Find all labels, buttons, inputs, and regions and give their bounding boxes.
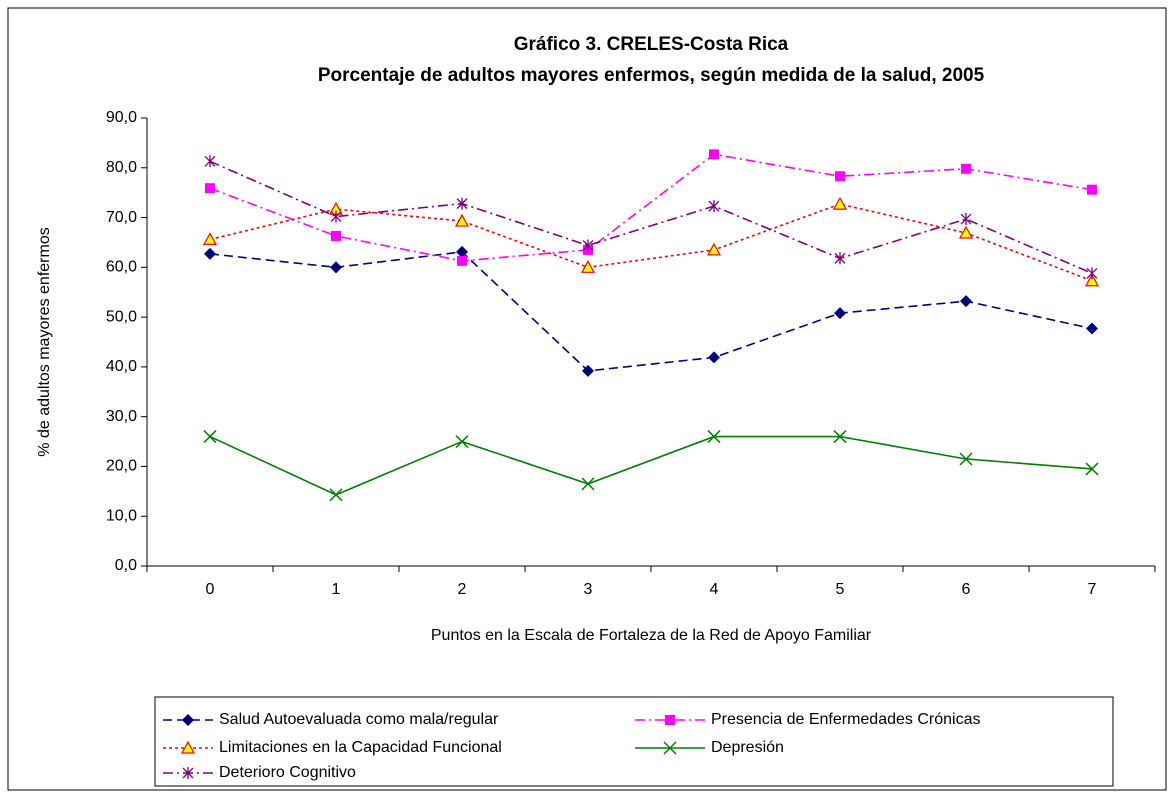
marker <box>960 213 972 226</box>
marker <box>835 171 845 182</box>
marker <box>456 197 468 210</box>
marker <box>959 452 973 466</box>
series-line <box>209 153 1093 262</box>
marker <box>580 260 596 273</box>
marker <box>834 307 846 320</box>
marker <box>834 252 846 265</box>
series-line <box>209 160 1093 275</box>
legend-label: Limitaciones en la Capacidad Funcional <box>219 739 502 756</box>
x-tick-label: 2 <box>458 581 467 598</box>
y-tick-label: 90,0 <box>106 109 137 126</box>
marker <box>708 200 720 213</box>
marker <box>330 210 342 223</box>
marker <box>456 245 468 258</box>
marker <box>329 488 343 502</box>
marker <box>455 435 469 449</box>
y-tick-label: 0,0 <box>115 557 137 574</box>
marker <box>708 351 720 364</box>
y-tick-label: 60,0 <box>106 259 137 276</box>
chart-title: Gráfico 3. CRELES-Costa Rica <box>514 34 789 55</box>
legend-label: Depresión <box>711 739 784 756</box>
marker <box>961 163 971 174</box>
marker <box>960 295 972 308</box>
chart-subtitle: Porcentaje de adultos mayores enfermos, … <box>318 65 985 86</box>
x-tick-label: 6 <box>962 581 971 598</box>
marker <box>454 213 470 227</box>
marker <box>1087 184 1097 195</box>
y-tick-label: 40,0 <box>106 358 137 375</box>
marker <box>832 196 848 210</box>
y-tick-label: 70,0 <box>106 209 137 226</box>
marker <box>958 225 974 239</box>
x-tick-label: 0 <box>206 581 215 598</box>
marker <box>457 255 467 266</box>
y-tick-label: 20,0 <box>106 458 137 475</box>
marker <box>204 247 216 260</box>
x-tick-label: 3 <box>584 581 593 598</box>
x-tick-label: 7 <box>1088 581 1097 598</box>
marker <box>1084 273 1100 287</box>
marker <box>180 740 196 754</box>
legend-label: Deterioro Cognitivo <box>219 764 356 781</box>
y-tick-label: 50,0 <box>106 308 137 325</box>
x-tick-label: 4 <box>710 581 719 598</box>
marker <box>581 477 595 491</box>
marker <box>331 230 341 241</box>
x-tick-label: 5 <box>836 581 845 598</box>
marker <box>582 239 594 252</box>
marker <box>582 364 594 377</box>
marker <box>665 715 675 725</box>
marker <box>706 242 722 256</box>
chart-border <box>7 7 1167 791</box>
marker <box>204 155 216 168</box>
x-tick-label: 1 <box>332 581 341 598</box>
y-tick-label: 30,0 <box>106 408 137 425</box>
marker <box>1086 322 1098 335</box>
y-tick-label: 10,0 <box>106 507 137 524</box>
legend-label: Presencia de Enfermedades Crónicas <box>711 711 980 728</box>
legend-box <box>154 696 1114 787</box>
marker <box>182 714 194 726</box>
marker <box>1085 462 1099 476</box>
y-axis-title: % de adultos mayores enfermos <box>36 227 53 456</box>
marker <box>182 767 194 779</box>
series-line <box>209 251 1093 372</box>
series-line <box>209 435 1093 496</box>
marker <box>833 430 847 444</box>
marker <box>202 232 218 246</box>
series-line <box>209 203 1093 282</box>
x-axis-title: Puntos en la Escala de Fortaleza de la R… <box>431 627 872 644</box>
marker <box>205 183 215 194</box>
marker <box>663 741 677 755</box>
marker <box>203 430 217 444</box>
y-tick-label: 80,0 <box>106 159 137 176</box>
marker <box>707 430 721 444</box>
marker <box>1086 267 1098 280</box>
legend-label: Salud Autoevaluada como mala/regular <box>219 711 499 728</box>
marker <box>709 149 719 160</box>
marker <box>330 261 342 274</box>
